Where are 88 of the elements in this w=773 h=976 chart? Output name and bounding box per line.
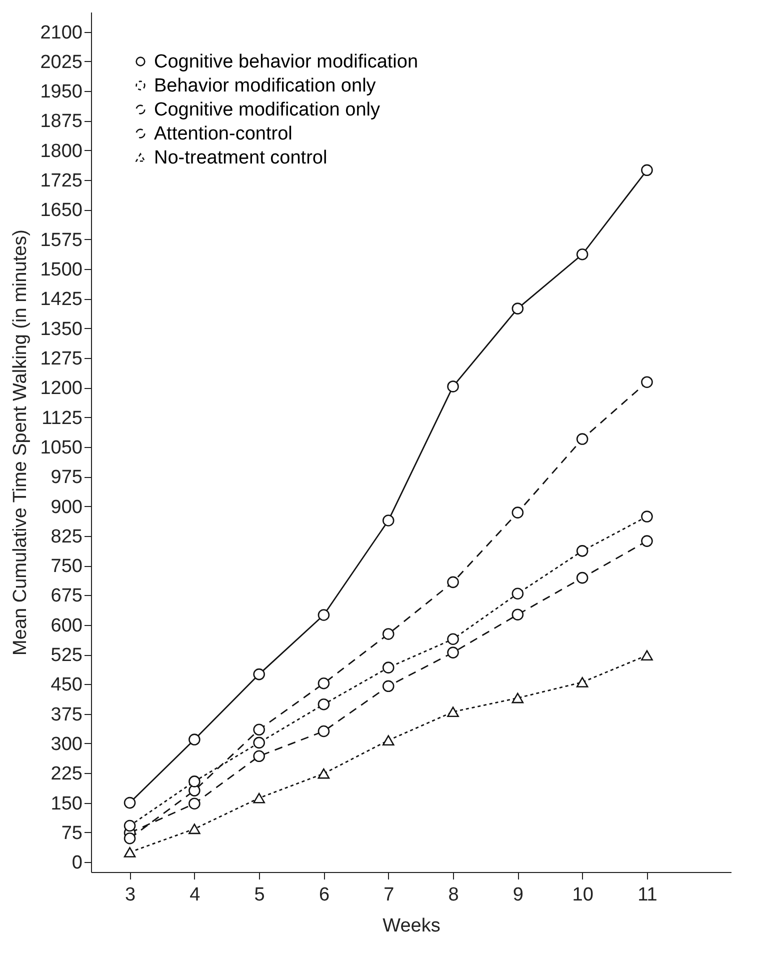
point [512,608,524,620]
y-tick-label: 1725 [40,170,82,192]
point [124,847,136,858]
point [576,433,588,445]
point [318,725,330,738]
y-tick-label: 900 [50,496,82,518]
point [641,510,653,522]
point [382,662,394,674]
point [576,545,588,557]
y-axis-title: Mean Cumulative Time Spent Walking (in minutes) [10,230,32,656]
x-tick-label: 11 [638,884,658,906]
y-tick-label: 225 [50,764,82,785]
y-tick-label: 525 [50,645,82,666]
point [253,792,265,804]
y-tick-label: 1200 [40,378,82,400]
point [382,735,394,746]
point [188,734,200,746]
y-tick-label: 450 [50,674,82,696]
point [253,750,265,762]
y-tick-label: 600 [50,615,82,636]
point [188,798,200,810]
point [382,680,394,692]
x-tick-label: 7 [384,884,394,906]
y-tick-label: 675 [50,586,82,607]
x-tick-label: 8 [448,884,459,906]
y-tick-label: 1425 [40,289,82,310]
y-tick-label: 1875 [40,111,82,132]
point [253,736,265,749]
point [253,668,265,680]
point [641,164,653,176]
point [447,633,459,645]
x-tick-label: 10 [572,884,594,906]
point [318,768,330,779]
y-tick-label: 1050 [40,437,82,458]
y-tick-label: 300 [50,734,82,755]
point [512,506,524,518]
y-tick-label: 1125 [42,408,82,429]
point [576,677,588,688]
point [576,248,588,260]
x-tick-label: 9 [512,884,524,906]
legend-label: Attention-control [154,124,292,144]
point [124,820,136,832]
legend-label: Cognitive modification only [154,100,381,120]
point [188,824,200,834]
point [641,650,653,661]
y-tick-label: 1800 [40,140,82,162]
point [318,678,330,690]
y-tick-label: 75 [61,822,82,844]
point [641,535,653,547]
y-tick-label: 1500 [40,260,82,281]
point [124,832,136,844]
x-tick-label: 3 [125,884,136,906]
point [447,706,459,718]
point [512,692,524,704]
y-tick-label: 0 [72,852,82,874]
point [382,514,394,526]
y-tick-label: 1950 [40,82,82,103]
legend-label: No-treatment control [154,148,328,168]
point [447,576,459,588]
point [318,698,330,710]
x-tick-label: 5 [254,884,265,906]
y-tick-label: 750 [50,556,82,578]
point [318,609,330,621]
point [512,302,524,314]
point [512,588,524,600]
y-tick-label: 975 [50,467,82,488]
y-tick-label: 1650 [40,200,82,222]
point [253,724,265,736]
y-tick-label: 1350 [40,318,82,340]
x-axis-title: Weeks [382,916,440,936]
point [382,628,394,640]
y-tick-label: 2025 [40,52,82,73]
point [576,572,588,584]
y-tick-label: 1275 [40,348,82,370]
y-tick-label: 150 [50,793,82,814]
y-tick-label: 375 [50,704,82,726]
legend-label: Cognitive behavior modification [154,52,418,72]
y-tick-label: 825 [50,526,82,548]
point [124,796,136,809]
point [641,376,653,388]
point [188,776,200,788]
legend-label: Behavior modification only [154,76,376,96]
y-tick-label: 2100 [40,22,82,44]
y-tick-label: 1575 [40,230,82,251]
x-tick-label: 4 [190,884,201,906]
x-tick-label: 6 [318,884,330,906]
point [447,380,459,392]
point [447,646,459,658]
